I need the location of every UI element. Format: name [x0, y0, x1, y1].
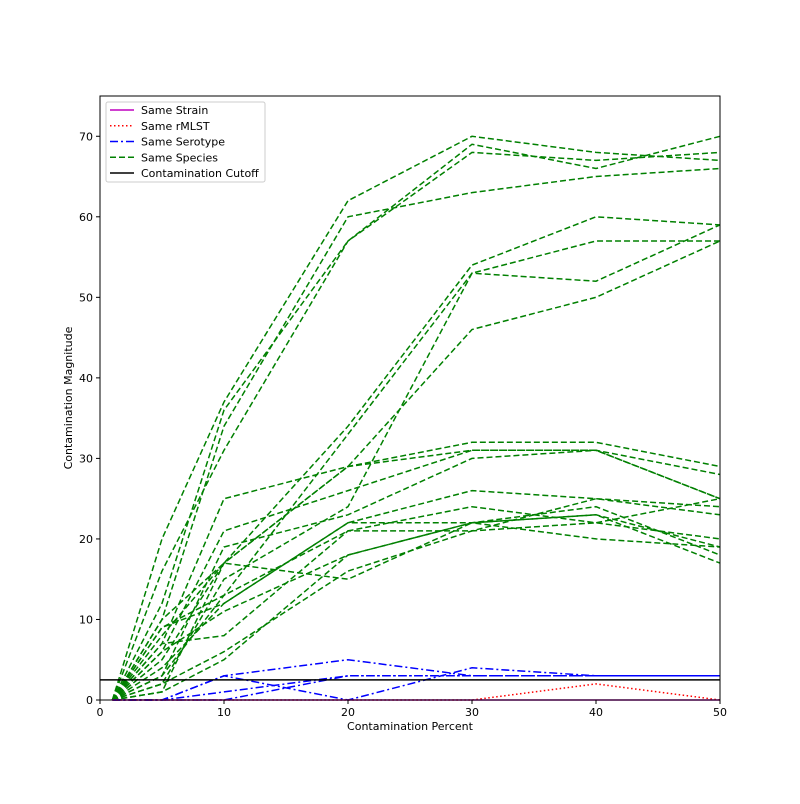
series-line-same-species — [111, 216, 721, 701]
plot-lines — [100, 135, 721, 701]
series-line-same-species — [112, 449, 721, 701]
series-line-same-species — [111, 135, 721, 701]
y-tick-label: 10 — [79, 613, 93, 626]
plot-frame — [99, 95, 721, 701]
legend: Same Strain Same rMLST Same Serotype Same S… — [105, 101, 266, 183]
y-tick-label: 30 — [79, 452, 93, 465]
x-tick-label: 20 — [341, 706, 355, 719]
y-tick-label: 60 — [79, 211, 93, 224]
x-tick-label: 40 — [589, 706, 603, 719]
x-tick-label: 30 — [465, 706, 479, 719]
series-line-same-species — [111, 135, 721, 701]
x-axis: 0 10 20 30 40 50 — [97, 700, 727, 719]
y-tick-label: 20 — [79, 533, 93, 546]
series-line-same-species — [111, 514, 721, 701]
legend-label: Contamination Cutoff — [141, 167, 259, 180]
legend-box — [105, 101, 266, 183]
series-line-same-species — [111, 449, 721, 701]
y-tick-label: 0 — [86, 694, 93, 707]
y-tick-label: 50 — [79, 291, 93, 304]
series-line-same-species — [111, 151, 721, 701]
legend-label: Same Serotype — [141, 136, 225, 149]
series-line-same-rmlst — [112, 683, 721, 701]
series-line-same-species — [111, 489, 721, 701]
y-tick-label: 40 — [79, 372, 93, 385]
x-axis-label: Contamination Percent — [347, 720, 474, 733]
y-axis-label: Contamination Magnitude — [62, 326, 75, 469]
series-line-same-species — [112, 240, 720, 701]
legend-label: Same Species — [141, 151, 218, 164]
x-tick-label: 10 — [217, 706, 231, 719]
y-tick-label: 70 — [79, 130, 93, 143]
legend-label: Same Strain — [141, 104, 208, 117]
x-tick-label: 50 — [713, 706, 727, 719]
series-line-same-species — [111, 522, 721, 701]
legend-label: Same rMLST — [141, 120, 210, 133]
x-tick-label: 0 — [97, 706, 104, 719]
y-axis: 0 10 20 30 40 50 60 70 — [79, 130, 100, 707]
series-line-same-species — [112, 522, 721, 701]
